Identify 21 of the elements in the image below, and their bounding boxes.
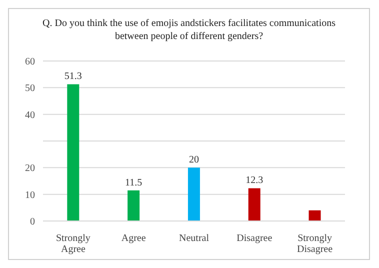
y-tick-label: 20 bbox=[25, 163, 35, 174]
x-tick-label: Disagree bbox=[236, 233, 273, 244]
y-tick-label: 60 bbox=[25, 56, 35, 68]
x-tick-label: Strongly Agree bbox=[56, 233, 90, 255]
bar bbox=[188, 168, 200, 221]
bar bbox=[308, 210, 321, 221]
data-label: 51.3 bbox=[64, 71, 82, 82]
data-label: 11.5 bbox=[124, 177, 142, 188]
data-label: 20 bbox=[188, 154, 199, 166]
data-label: 12.3 bbox=[246, 175, 264, 186]
bar bbox=[248, 188, 260, 221]
y-tick-label: 40 bbox=[25, 110, 35, 121]
x-tick-label: Strongly Disagree bbox=[297, 233, 334, 255]
x-tick-label: Agree bbox=[121, 233, 146, 244]
bar bbox=[67, 84, 80, 221]
chart-title: Q. Do you think the use of emojis andstickers facilitates communications between people of different genders? bbox=[42, 17, 336, 43]
x-tick-label: Neutral bbox=[179, 233, 210, 244]
y-tick-label: 50 bbox=[25, 83, 35, 94]
y-tick-label: 10 bbox=[25, 190, 35, 201]
y-tick-label: 0 bbox=[30, 216, 35, 228]
bar bbox=[128, 190, 140, 221]
